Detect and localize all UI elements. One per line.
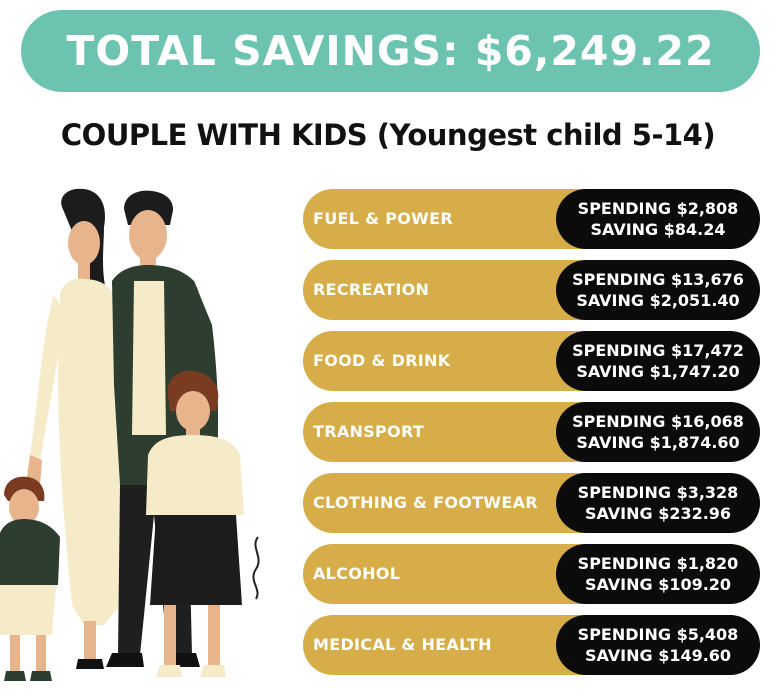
category-row-alcohol: ALCOHOL SPENDING $1,820 SAVING $109.20 [303, 544, 760, 604]
category-label: RECREATION [313, 280, 430, 299]
total-savings-banner: TOTAL SAVINGS: $6,249.22 [21, 10, 760, 92]
category-label: CLOTHING & FOOTWEAR [313, 493, 538, 512]
spending-amount: SPENDING $5,408 [577, 625, 739, 644]
saving-amount: SAVING $1,747.20 [576, 362, 740, 381]
category-row-clothing-footwear: CLOTHING & FOOTWEAR SPENDING $3,328 SAVI… [303, 473, 760, 533]
amount-pill: SPENDING $16,068 SAVING $1,874.60 [556, 402, 760, 462]
saving-amount: SAVING $2,051.40 [576, 291, 740, 310]
amount-pill: SPENDING $3,328 SAVING $232.96 [556, 473, 760, 533]
woman-figure [26, 188, 127, 669]
spending-amount: SPENDING $1,820 [577, 554, 739, 573]
child-figure [146, 370, 260, 677]
category-row-medical-health: MEDICAL & HEALTH SPENDING $5,408 SAVING … [303, 615, 760, 675]
saving-amount: SAVING $84.24 [590, 220, 726, 239]
category-label: ALCOHOL [313, 564, 401, 583]
saving-amount: SAVING $232.96 [584, 504, 732, 523]
category-label: MEDICAL & HEALTH [313, 635, 492, 654]
category-row-food-drink: FOOD & DRINK SPENDING $17,472 SAVING $1,… [303, 331, 760, 391]
category-label: FUEL & POWER [313, 209, 453, 228]
household-subtitle: COUPLE WITH KIDS (Youngest child 5-14) [60, 118, 716, 152]
toddler-figure [0, 476, 60, 681]
amount-pill: SPENDING $2,808 SAVING $84.24 [556, 189, 760, 249]
category-row-recreation: RECREATION SPENDING $13,676 SAVING $2,05… [303, 260, 760, 320]
category-label: TRANSPORT [313, 422, 425, 441]
spending-amount: SPENDING $17,472 [572, 341, 744, 360]
category-label: FOOD & DRINK [313, 351, 451, 370]
amount-pill: SPENDING $5,408 SAVING $149.60 [556, 615, 760, 675]
amount-pill: SPENDING $1,820 SAVING $109.20 [556, 544, 760, 604]
family-illustration [0, 188, 260, 681]
saving-amount: SAVING $109.20 [584, 575, 732, 594]
spending-amount: SPENDING $3,328 [577, 483, 739, 502]
spending-amount: SPENDING $2,808 [577, 199, 739, 218]
amount-pill: SPENDING $13,676 SAVING $2,051.40 [556, 260, 760, 320]
category-row-fuel-power: FUEL & POWER SPENDING $2,808 SAVING $84.… [303, 189, 760, 249]
saving-amount: SAVING $149.60 [584, 646, 732, 665]
spending-amount: SPENDING $16,068 [572, 412, 744, 431]
total-savings-text: TOTAL SAVINGS: $6,249.22 [66, 27, 715, 75]
amount-pill: SPENDING $17,472 SAVING $1,747.20 [556, 331, 760, 391]
category-row-transport: TRANSPORT SPENDING $16,068 SAVING $1,874… [303, 402, 760, 462]
saving-amount: SAVING $1,874.60 [576, 433, 740, 452]
spending-amount: SPENDING $13,676 [572, 270, 744, 289]
